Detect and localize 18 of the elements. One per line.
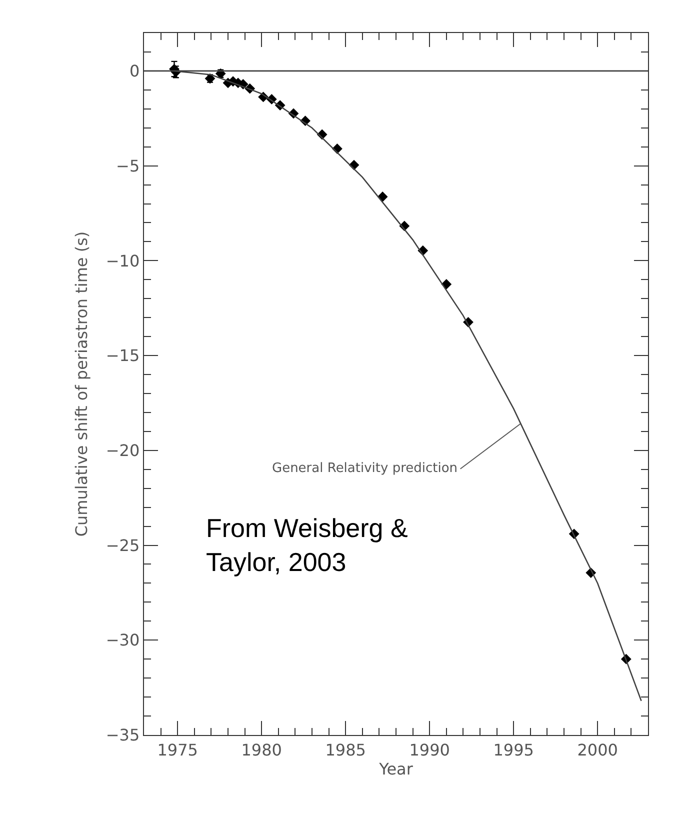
y-tick-label: −25 [106,536,140,555]
x-axis-title: Year [378,759,414,778]
annotation: General Relativity prediction [272,461,458,476]
y-axis-title: Cumulative shift of periastron time (s) [72,231,91,537]
y-tick-label: −5 [116,156,140,176]
y-tick-label: 0 [129,62,140,81]
y-tick-label: −35 [106,726,140,745]
x-tick-label: 1990 [409,740,450,760]
annotation: From Weisberg & Taylor, 2003 [206,513,408,577]
x-tick-label: 1985 [325,740,366,760]
y-tick-label: −15 [106,346,140,366]
y-tick-label: −10 [106,251,140,270]
y-tick-label: −30 [106,630,140,650]
x-tick-label: 1980 [241,740,282,760]
x-tick-label: 2000 [577,740,618,760]
x-tick-label: 1995 [493,740,534,760]
x-tick-label: 1975 [157,740,198,760]
y-tick-label: −20 [106,441,140,460]
